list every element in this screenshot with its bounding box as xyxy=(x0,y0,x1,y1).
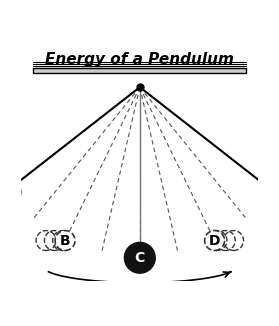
Text: A: A xyxy=(0,185,11,199)
Text: Energy of a Pendulum: Energy of a Pendulum xyxy=(45,52,234,67)
Circle shape xyxy=(205,230,225,250)
Circle shape xyxy=(259,177,279,208)
Text: C: C xyxy=(135,251,145,265)
Circle shape xyxy=(124,243,155,273)
Circle shape xyxy=(0,177,21,208)
Text: B: B xyxy=(60,233,70,247)
Text: E: E xyxy=(270,185,279,199)
Bar xyxy=(33,68,246,73)
Circle shape xyxy=(55,230,75,250)
Text: D: D xyxy=(209,233,220,247)
